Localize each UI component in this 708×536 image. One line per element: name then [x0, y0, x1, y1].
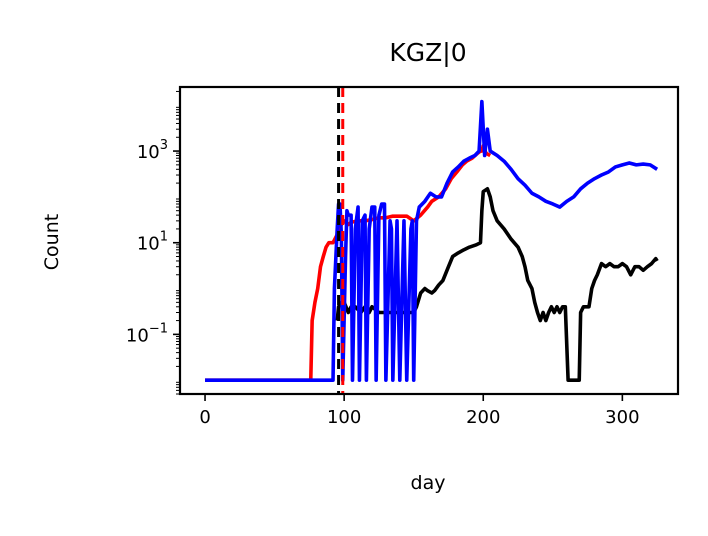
y-axis-label: Count	[41, 214, 63, 270]
series-line-3	[205, 99, 659, 382]
x-tick-label: 0	[199, 407, 210, 428]
y-tick-label: 101	[137, 230, 168, 255]
chart-title: KGZ|0	[389, 38, 466, 67]
plot-area-frame	[178, 85, 680, 396]
x-axis-label: day	[411, 472, 446, 494]
x-tick-label: 200	[466, 407, 500, 428]
y-tick-label: 10−1	[126, 321, 168, 346]
x-tick-label: 300	[605, 407, 639, 428]
y-tick-label: 103	[137, 138, 168, 163]
x-tick-label: 100	[327, 407, 361, 428]
x-axis-ticks: 0 100 200 300	[199, 394, 640, 428]
y-axis-ticks: 10−1 101 103	[126, 90, 180, 395]
reference-lines	[337, 87, 345, 394]
series-layer	[205, 99, 659, 382]
